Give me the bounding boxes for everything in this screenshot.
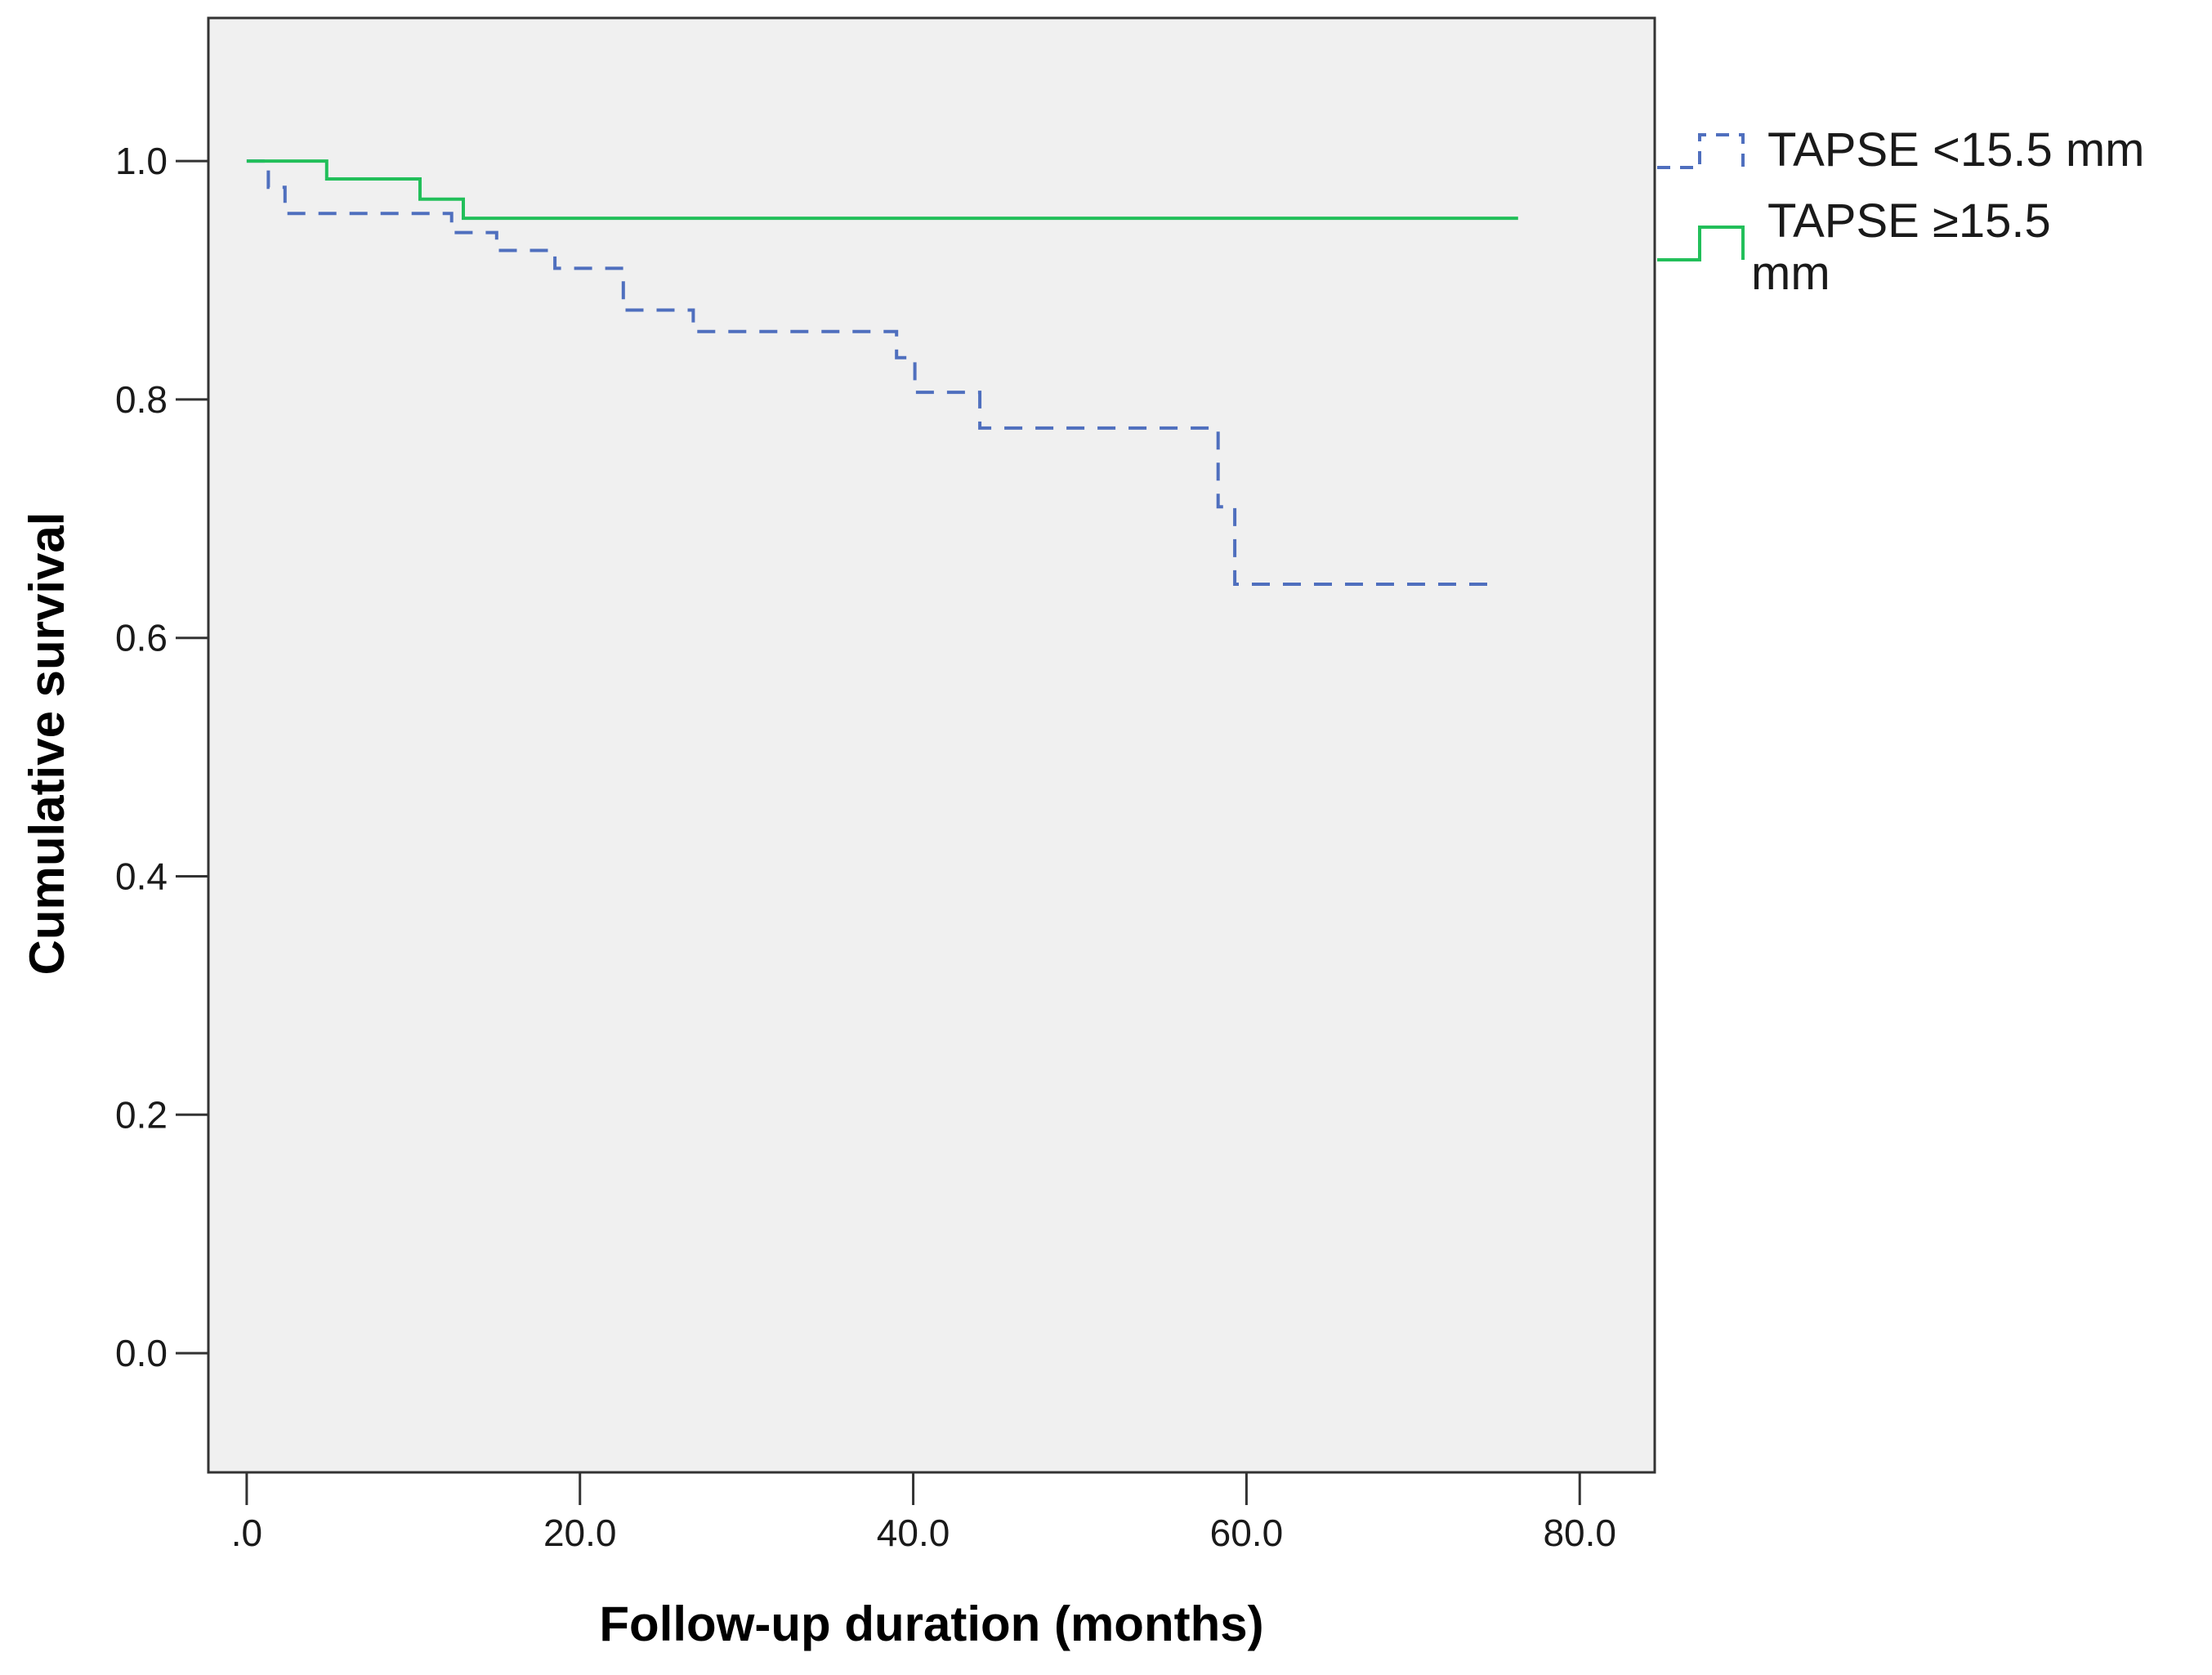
x-tick-label: .0 xyxy=(231,1512,262,1554)
y-tick-label: 0.8 xyxy=(115,378,168,421)
x-axis: .0 20.0 40.0 60.0 80.0 xyxy=(231,1472,1616,1554)
y-tick-label: 1.0 xyxy=(115,140,168,182)
x-tick-label: 80.0 xyxy=(1543,1512,1616,1554)
x-tick-label: 40.0 xyxy=(877,1512,950,1554)
legend-label: mm xyxy=(1751,247,1830,300)
series-layer xyxy=(246,159,1518,586)
x-axis-title: Follow-up duration (months) xyxy=(599,1597,1263,1651)
y-tick-label: 0.6 xyxy=(115,617,168,659)
legend: TAPSE <15.5 mm TAPSE ≥15.5mm xyxy=(1657,123,2144,300)
y-tick-label: 0.4 xyxy=(115,855,168,897)
legend-symbol xyxy=(1657,133,1745,169)
legend-label: TAPSE ≥15.5 xyxy=(1767,194,2051,248)
x-tick-label: 60.0 xyxy=(1210,1512,1284,1554)
series-line xyxy=(246,159,1518,221)
x-tick-label: 20.0 xyxy=(543,1512,617,1554)
legend-symbol xyxy=(1657,226,1745,261)
y-axis-title: Cumulative survival xyxy=(20,512,74,976)
series-line xyxy=(246,159,1489,586)
y-axis: 0.0 0.2 0.4 0.6 0.8 1.0 xyxy=(115,140,208,1374)
axis-lines xyxy=(207,18,1655,1474)
y-tick-label: 0.0 xyxy=(115,1332,168,1374)
legend-label: TAPSE <15.5 mm xyxy=(1767,123,2144,176)
y-tick-label: 0.2 xyxy=(115,1093,168,1136)
plot-area xyxy=(207,16,1656,1474)
